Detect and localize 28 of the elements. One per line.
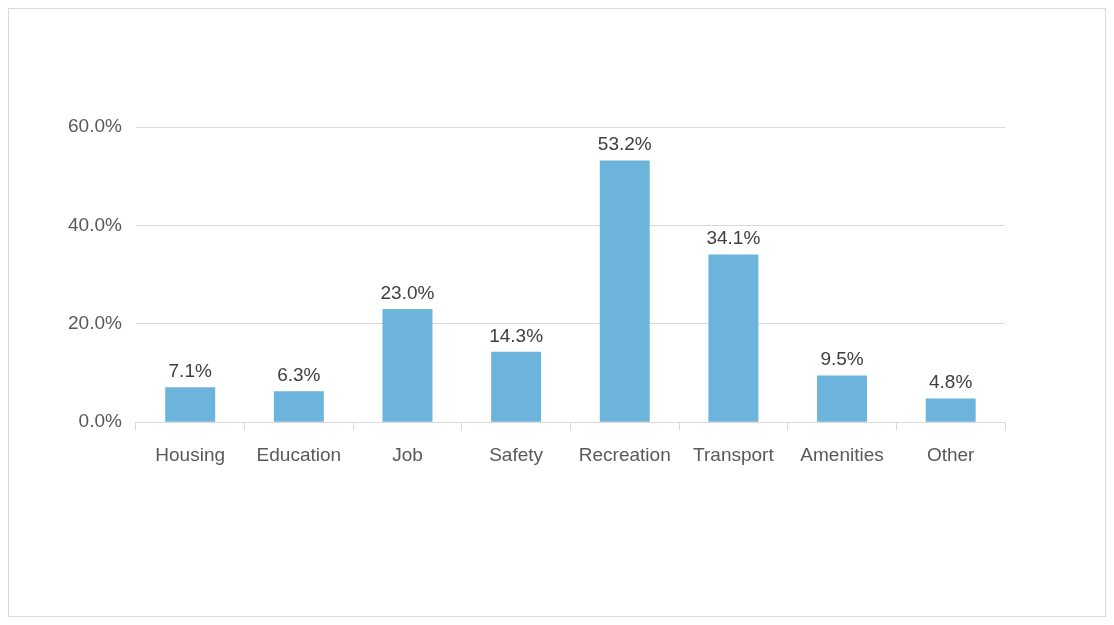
y-tick-label: 20.0% bbox=[68, 312, 122, 334]
x-tick-label: Recreation bbox=[578, 443, 671, 465]
x-tick-label: Amenities bbox=[800, 443, 884, 465]
bar bbox=[708, 254, 759, 422]
data-label: 6.3% bbox=[277, 363, 321, 385]
bar bbox=[817, 375, 868, 422]
bar bbox=[165, 387, 216, 422]
data-label: 4.8% bbox=[929, 371, 973, 393]
data-label: 9.5% bbox=[820, 348, 864, 370]
bar bbox=[925, 398, 976, 422]
bar bbox=[273, 391, 324, 422]
x-tick-label: Other bbox=[926, 443, 976, 465]
data-label: 23.0% bbox=[380, 281, 435, 303]
bar bbox=[599, 160, 650, 422]
data-label: 34.1% bbox=[706, 227, 761, 249]
x-tick-label: Job bbox=[392, 443, 423, 465]
x-tick-label: Education bbox=[256, 443, 342, 465]
data-label: 7.1% bbox=[168, 360, 212, 381]
x-tick-label: Housing bbox=[155, 443, 226, 465]
data-label: 53.2% bbox=[597, 133, 652, 155]
y-tick-label: 60.0% bbox=[68, 115, 122, 137]
data-label: 14.3% bbox=[489, 324, 544, 346]
bar bbox=[491, 351, 542, 422]
x-tick-label: Transport bbox=[693, 443, 775, 465]
bar bbox=[382, 309, 433, 422]
y-tick-label: 40.0% bbox=[68, 213, 122, 235]
y-tick-label: 0.0% bbox=[78, 410, 122, 432]
x-tick-label: Safety bbox=[489, 443, 544, 465]
